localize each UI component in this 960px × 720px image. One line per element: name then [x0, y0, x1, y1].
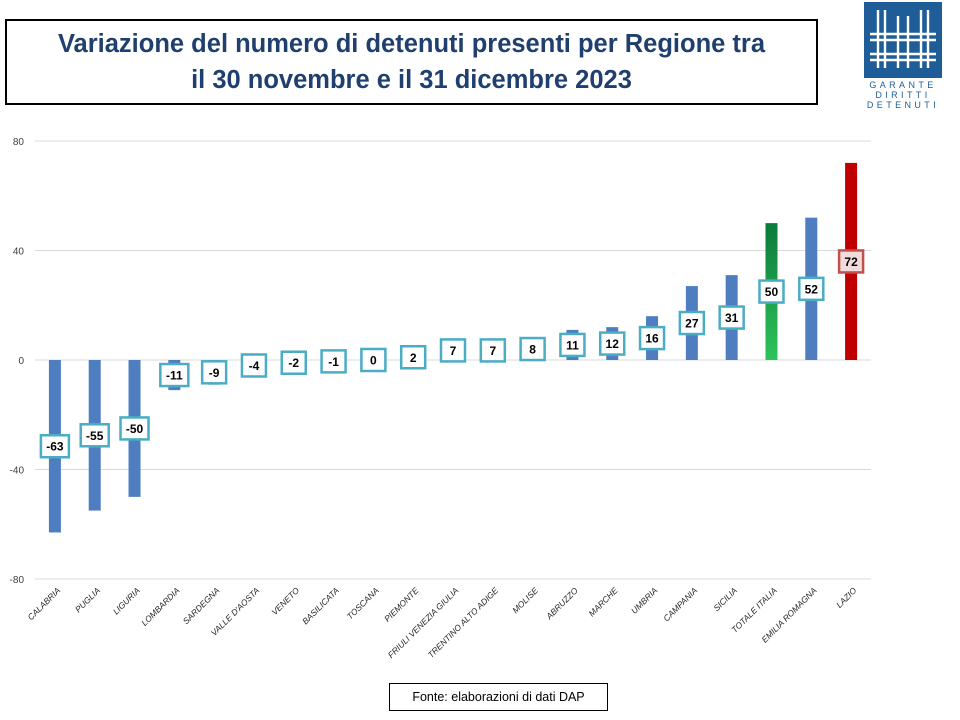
data-label-box	[519, 336, 546, 362]
x-tick-label: PIEMONTE	[382, 585, 421, 624]
logo-text-line-2: DIRITTI	[875, 90, 931, 100]
data-label-box	[39, 433, 71, 459]
x-tick-label: BASILICATA	[300, 585, 341, 626]
x-tick-label: PUGLIA	[73, 585, 102, 614]
data-label-box	[360, 347, 387, 373]
x-tick-label: FRIULI VENEZIA GIULIA	[386, 585, 461, 660]
source-note: Fonte: elaborazioni di dati DAP	[389, 683, 608, 711]
data-label: 0	[370, 354, 377, 368]
data-label: -55	[86, 429, 104, 443]
data-label-box	[798, 276, 825, 302]
x-tick-label: CALABRIA	[26, 585, 63, 622]
data-label: -4	[249, 359, 260, 373]
data-label: 7	[489, 344, 496, 358]
x-tick-label: CAMPANIA	[661, 585, 699, 623]
data-label: 50	[765, 285, 779, 299]
data-label-box	[559, 332, 586, 358]
data-label-box	[479, 338, 507, 363]
data-label: -11	[166, 369, 183, 383]
data-label-box	[119, 416, 150, 441]
y-tick-label: -40	[10, 466, 25, 477]
data-label: 2	[410, 351, 417, 365]
garante-logo: GARANTE DIRITTI DETENUTI	[864, 2, 942, 114]
data-label-box	[79, 423, 110, 448]
data-label-box	[399, 345, 427, 370]
logo-text-line-1: GARANTE	[869, 80, 937, 90]
data-label-box	[240, 353, 268, 378]
data-label: 8	[529, 343, 536, 357]
data-label: -50	[126, 422, 144, 436]
x-tick-label: LIGURIA	[111, 585, 142, 616]
data-label: -9	[209, 366, 220, 380]
data-label: 31	[725, 311, 739, 325]
y-tick-label: 40	[13, 247, 25, 258]
x-tick-label: SARDEGNA	[181, 585, 222, 626]
data-label-box	[837, 249, 865, 274]
y-tick-label: -80	[10, 575, 25, 586]
logo-text: GARANTE DIRITTI DETENUTI	[864, 80, 942, 110]
x-tick-label: MARCHE	[587, 585, 620, 618]
y-tick-label: 80	[13, 137, 25, 148]
chart-title-line-2: il 30 novembre e il 31 dicembre 2023	[191, 66, 632, 94]
x-tick-label: MOLISE	[510, 585, 540, 615]
data-label: 12	[606, 337, 620, 351]
data-label-box	[638, 325, 666, 351]
chart-title-box: Variazione del numero di detenuti presen…	[5, 19, 818, 105]
data-label-box	[280, 350, 308, 375]
data-label-box	[598, 331, 626, 356]
data-label-box	[718, 305, 745, 330]
data-label: -1	[328, 355, 339, 369]
data-label: 27	[685, 317, 699, 331]
x-tick-label: VENETO	[269, 585, 301, 617]
data-label-box	[758, 279, 785, 304]
data-label: 16	[645, 332, 659, 346]
logo-emblem-icon	[870, 10, 936, 68]
data-label-box	[678, 310, 706, 336]
x-tick-label: LAZIO	[834, 585, 859, 610]
x-tick-label: LOMBARDIA	[139, 585, 182, 628]
x-tick-label: ABRUZZO	[543, 585, 580, 622]
y-tick-label: 0	[18, 356, 24, 367]
data-label: 11	[566, 338, 579, 352]
x-tick-label: TRENTINO ALTO ADIGE	[426, 585, 501, 660]
data-label: -2	[288, 356, 299, 370]
x-tick-label: TOSCANA	[345, 585, 381, 621]
data-label: 52	[805, 282, 819, 296]
data-label-box	[439, 338, 467, 363]
x-tick-label: SICILIA	[711, 585, 739, 613]
data-label-box	[159, 362, 190, 388]
data-label: -63	[46, 440, 64, 454]
data-label-box	[320, 349, 347, 374]
x-tick-label: UMBRIA	[629, 585, 660, 616]
data-label: 72	[844, 255, 858, 269]
logo-emblem	[864, 2, 942, 78]
bar-chart: 80400-40-80-63CALABRIA-55PUGLIA-50LIGURI…	[10, 137, 871, 660]
logo-text-line-3: DETENUTI	[866, 100, 940, 110]
data-label: 7	[450, 344, 457, 358]
chart-title-line-1: Variazione del numero di detenuti presen…	[57, 30, 766, 58]
data-label-box	[200, 360, 228, 385]
